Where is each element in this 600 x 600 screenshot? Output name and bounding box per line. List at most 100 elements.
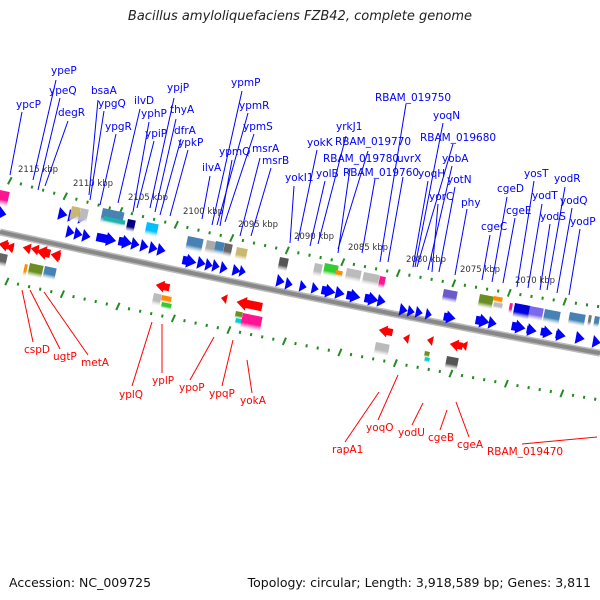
forward-gene-leader-line bbox=[361, 178, 376, 254]
minor-tick bbox=[408, 273, 411, 277]
forward-gene-label: ypjP bbox=[167, 82, 189, 94]
major-tick bbox=[226, 325, 232, 335]
feature-box bbox=[27, 263, 44, 279]
feature-box bbox=[222, 242, 233, 258]
minor-tick bbox=[596, 304, 600, 309]
forward-gene-label: degR bbox=[58, 107, 85, 119]
feature-box bbox=[102, 216, 126, 227]
feature-box bbox=[377, 276, 386, 289]
major-tick bbox=[4, 277, 10, 286]
forward-gene-label: RBAM_019680 bbox=[420, 132, 496, 144]
minor-tick bbox=[463, 283, 467, 287]
forward-gene-leader-line bbox=[211, 90, 243, 226]
forward-gene-leader-line bbox=[454, 208, 468, 276]
reverse-gene-arrow bbox=[220, 294, 228, 305]
forward-gene-leader-line bbox=[239, 157, 261, 237]
minor-tick bbox=[197, 228, 200, 232]
minor-tick bbox=[552, 298, 555, 302]
kbp-label: 2090 kbp bbox=[294, 232, 334, 242]
feature-box bbox=[277, 257, 289, 272]
forward-gene-label: yotN bbox=[447, 174, 472, 186]
forward-gene-arrow bbox=[211, 259, 220, 272]
forward-gene-leader-line bbox=[379, 103, 407, 263]
minor-tick bbox=[72, 294, 75, 299]
major-tick bbox=[59, 290, 65, 299]
forward-gene-label: RBAM_019770 bbox=[335, 136, 411, 148]
minor-tick bbox=[371, 357, 375, 361]
forward-gene-leader-line bbox=[412, 180, 429, 268]
reverse-gene-arrow bbox=[236, 296, 263, 312]
forward-gene-leader-line bbox=[516, 180, 535, 288]
forward-gene-arrow bbox=[345, 288, 361, 303]
forward-gene-label: ypmR bbox=[239, 100, 269, 112]
topology-text: Topology: circular; Length: 3,918,589 bp… bbox=[247, 575, 591, 590]
minor-tick bbox=[485, 287, 489, 291]
forward-gene-leader-line bbox=[438, 186, 456, 273]
forward-gene-arrow bbox=[443, 310, 456, 324]
feature-box bbox=[492, 302, 503, 310]
reverse-gene-arrow bbox=[403, 334, 410, 344]
minor-tick bbox=[241, 238, 245, 243]
forward-gene-label: yoqH bbox=[418, 168, 445, 180]
forward-gene-label: ypkP bbox=[178, 137, 203, 149]
forward-gene-label: bsaA bbox=[91, 85, 118, 97]
forward-gene-arrow bbox=[148, 241, 158, 254]
forward-gene-label: cgeC bbox=[481, 221, 507, 233]
minor-tick bbox=[360, 355, 364, 359]
minor-tick bbox=[141, 214, 145, 219]
forward-gene-arrow bbox=[219, 261, 228, 274]
forward-gene-arrow bbox=[57, 207, 68, 220]
feature-box bbox=[527, 306, 544, 322]
minor-tick bbox=[216, 326, 220, 330]
minor-tick bbox=[105, 302, 109, 306]
forward-gene-arrow bbox=[117, 234, 133, 249]
minor-tick bbox=[527, 385, 530, 390]
kbp-label: 2080 kbp bbox=[406, 255, 446, 265]
forward-gene-leader-line bbox=[99, 133, 117, 206]
minor-tick bbox=[83, 297, 86, 301]
reverse-gene-label: cspD bbox=[24, 344, 50, 356]
feature-box bbox=[593, 316, 600, 328]
minor-tick bbox=[49, 289, 53, 294]
forward-gene-arrow bbox=[204, 258, 213, 271]
minor-tick bbox=[138, 309, 142, 313]
feature-box bbox=[185, 235, 204, 253]
forward-gene-label: yolB bbox=[316, 168, 339, 180]
forward-gene-leader-line bbox=[216, 112, 249, 226]
forward-gene-label: msrB bbox=[262, 155, 289, 167]
forward-gene-arrow bbox=[334, 286, 345, 299]
forward-gene-label: yodQ bbox=[560, 195, 588, 207]
minor-tick bbox=[86, 200, 89, 204]
reverse-gene-leader-line bbox=[221, 339, 234, 387]
minor-tick bbox=[183, 319, 186, 323]
minor-tick bbox=[460, 373, 464, 378]
minor-tick bbox=[319, 255, 322, 260]
reverse-gene-label: cgeA bbox=[457, 439, 484, 451]
forward-gene-arrow bbox=[574, 331, 585, 344]
forward-gene-arrow bbox=[398, 303, 408, 316]
feature-box bbox=[160, 302, 172, 310]
kbp-label: 2115 kbp bbox=[18, 165, 58, 175]
feature-box bbox=[423, 350, 430, 358]
forward-gene-label: yorC bbox=[429, 191, 453, 203]
minor-tick bbox=[94, 299, 97, 304]
minor-tick bbox=[308, 253, 311, 257]
minor-tick bbox=[272, 337, 275, 341]
feature-box bbox=[234, 311, 243, 320]
minor-tick bbox=[249, 332, 253, 337]
forward-gene-label: dfrA bbox=[174, 125, 197, 137]
forward-gene-leader-line bbox=[297, 149, 318, 242]
forward-gene-arrow bbox=[376, 294, 386, 307]
forward-gene-leader-line bbox=[159, 138, 182, 216]
reverse-gene-leader-line bbox=[131, 321, 153, 387]
forward-gene-leader-line bbox=[556, 207, 573, 294]
forward-gene-leader-line bbox=[317, 135, 347, 245]
forward-gene-label: ypgR bbox=[105, 121, 132, 133]
accession-text: Accession: NC_009725 bbox=[9, 575, 152, 590]
major-tick bbox=[395, 269, 401, 278]
forward-gene-leader-line bbox=[431, 203, 439, 273]
forward-gene-leader-line bbox=[9, 111, 23, 176]
reverse-gene-arrow bbox=[30, 244, 40, 256]
forward-gene-label: ypeQ bbox=[49, 85, 77, 97]
